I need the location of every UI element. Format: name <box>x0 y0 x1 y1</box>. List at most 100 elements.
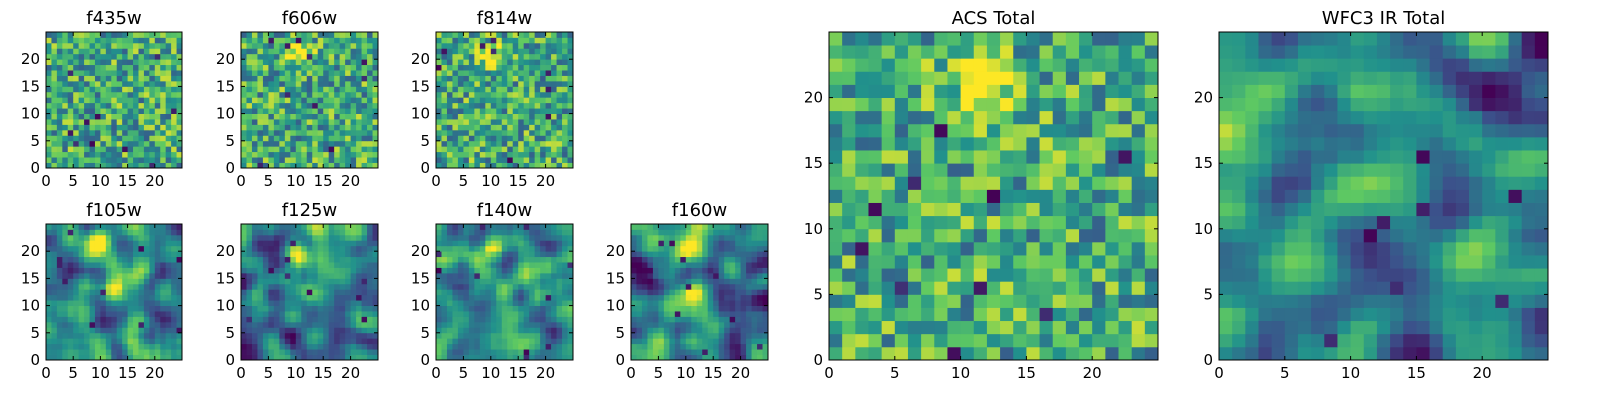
heatmap-cell <box>295 338 302 345</box>
heatmap-cell <box>441 48 448 55</box>
heatmap-cell <box>934 215 948 230</box>
heatmap-cell <box>729 305 736 312</box>
heatmap-cell <box>116 229 123 236</box>
heatmap-cell <box>691 349 698 355</box>
heatmap-cell <box>729 316 736 323</box>
heatmap-cell <box>735 294 741 301</box>
heatmap-cell <box>468 256 475 263</box>
heatmap-cell <box>855 150 869 164</box>
heatmap-cell <box>149 102 156 109</box>
heatmap-cell <box>1131 176 1146 190</box>
heatmap-cell <box>523 108 530 114</box>
heatmap-cell <box>724 224 731 230</box>
heatmap-cell <box>165 278 172 285</box>
heatmap-cell <box>567 102 574 109</box>
heatmap-cell <box>746 234 752 241</box>
heatmap-cell <box>512 129 519 136</box>
heatmap-cell <box>100 32 107 38</box>
heatmap-cell <box>534 146 541 153</box>
heatmap-cell <box>84 113 90 120</box>
heatmap-cell <box>257 80 264 87</box>
heatmap-cell <box>51 294 58 301</box>
heatmap-cell <box>67 316 74 323</box>
heatmap-cell <box>446 305 453 312</box>
heatmap-cell <box>762 349 769 355</box>
heatmap-cell <box>111 135 118 142</box>
heatmap-cell <box>534 86 541 93</box>
heatmap-cell <box>1118 268 1133 282</box>
heatmap-cell <box>306 283 313 290</box>
heatmap-cell <box>73 300 80 306</box>
heatmap-cell <box>441 146 448 153</box>
heatmap-cell <box>268 278 275 285</box>
heatmap-cell <box>529 119 536 125</box>
heatmap-cell <box>446 124 453 131</box>
heatmap-cell <box>512 267 519 274</box>
heatmap-cell <box>485 294 492 301</box>
heatmap-cell <box>545 294 552 301</box>
heatmap-cell <box>273 262 280 268</box>
heatmap-cell <box>73 283 80 290</box>
heatmap-cell <box>51 343 58 350</box>
heatmap-cell <box>441 80 448 87</box>
heatmap-cell <box>545 327 552 334</box>
heatmap-cell <box>567 108 574 114</box>
heatmap-cell <box>78 354 85 361</box>
heatmap-cell <box>463 86 470 93</box>
heatmap-cell <box>441 240 448 247</box>
heatmap-cell <box>529 32 536 38</box>
heatmap-cell <box>361 283 368 290</box>
heatmap-cell <box>496 234 503 241</box>
heatmap-cell <box>545 262 552 268</box>
heatmap-cell <box>1052 176 1067 190</box>
heatmap-cell <box>496 32 503 38</box>
heatmap-cell <box>463 119 470 125</box>
heatmap-cell <box>246 294 253 301</box>
heatmap-cell <box>268 124 275 131</box>
heatmap-cell <box>436 256 442 263</box>
heatmap-cell <box>647 272 654 279</box>
heatmap-cell <box>669 354 676 361</box>
heatmap-cell <box>328 343 335 350</box>
heatmap-cell <box>67 283 74 290</box>
heatmap-cell <box>757 305 763 312</box>
heatmap-cell <box>685 278 692 285</box>
heatmap-cell <box>367 245 373 252</box>
heatmap-cell <box>1013 228 1027 243</box>
heatmap-cell <box>133 316 139 323</box>
heatmap-cell <box>246 32 253 38</box>
heatmap-cell <box>518 234 525 241</box>
heatmap-cell <box>729 224 736 230</box>
heatmap-cell <box>762 283 769 290</box>
heatmap-cell <box>457 272 464 279</box>
heatmap-cell <box>562 37 568 44</box>
heatmap-cell <box>328 102 335 109</box>
heatmap-cell <box>696 327 703 334</box>
heatmap-cell <box>436 332 442 339</box>
heatmap-cell <box>323 311 330 317</box>
heatmap-cell <box>62 332 69 339</box>
heatmap-cell <box>160 343 167 350</box>
heatmap-cell <box>111 283 118 290</box>
heatmap-cell <box>523 338 530 345</box>
heatmap-cell <box>713 300 720 306</box>
heatmap-cell <box>62 108 69 114</box>
heatmap-cell <box>534 354 541 361</box>
heatmap-cell <box>251 229 258 236</box>
heatmap-cell <box>529 48 536 55</box>
heatmap-cell <box>1079 307 1093 322</box>
heatmap-cell <box>512 102 519 109</box>
heatmap-cell <box>154 272 161 279</box>
heatmap-cell <box>262 86 269 93</box>
heatmap-cell <box>138 316 145 323</box>
heatmap-cell <box>545 124 552 131</box>
heatmap-cell <box>441 70 448 76</box>
heatmap-cell <box>947 346 961 361</box>
heatmap-cell <box>707 343 714 350</box>
heatmap-cell <box>474 124 481 131</box>
heatmap-cell <box>273 162 280 169</box>
heatmap-cell <box>317 75 324 82</box>
heatmap-cell <box>89 37 96 44</box>
heatmap-cell <box>246 229 253 236</box>
